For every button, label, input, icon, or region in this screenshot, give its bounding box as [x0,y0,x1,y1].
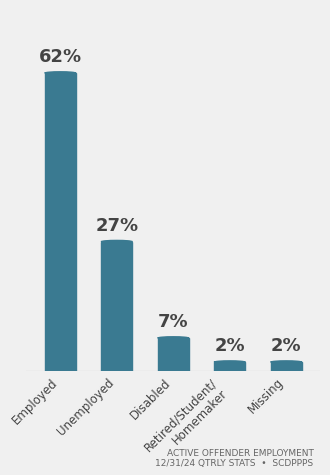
Wedge shape [101,240,132,242]
Text: 12/31/24 QTRLY STATS  •  SCDPPPS: 12/31/24 QTRLY STATS • SCDPPPS [155,459,314,468]
Text: 7%: 7% [158,313,188,331]
Wedge shape [214,361,245,362]
Text: 62%: 62% [39,48,82,66]
Text: 2%: 2% [214,337,245,355]
Bar [158,338,189,370]
Text: ACTIVE OFFENDER EMPLOYMENT: ACTIVE OFFENDER EMPLOYMENT [167,449,314,458]
Bar [271,362,302,370]
Wedge shape [45,72,76,73]
Text: 27%: 27% [95,217,138,235]
Bar [45,73,76,370]
Bar [214,362,245,370]
Wedge shape [271,361,302,362]
Wedge shape [158,337,189,338]
Text: 2%: 2% [271,337,302,355]
Bar [101,242,132,370]
